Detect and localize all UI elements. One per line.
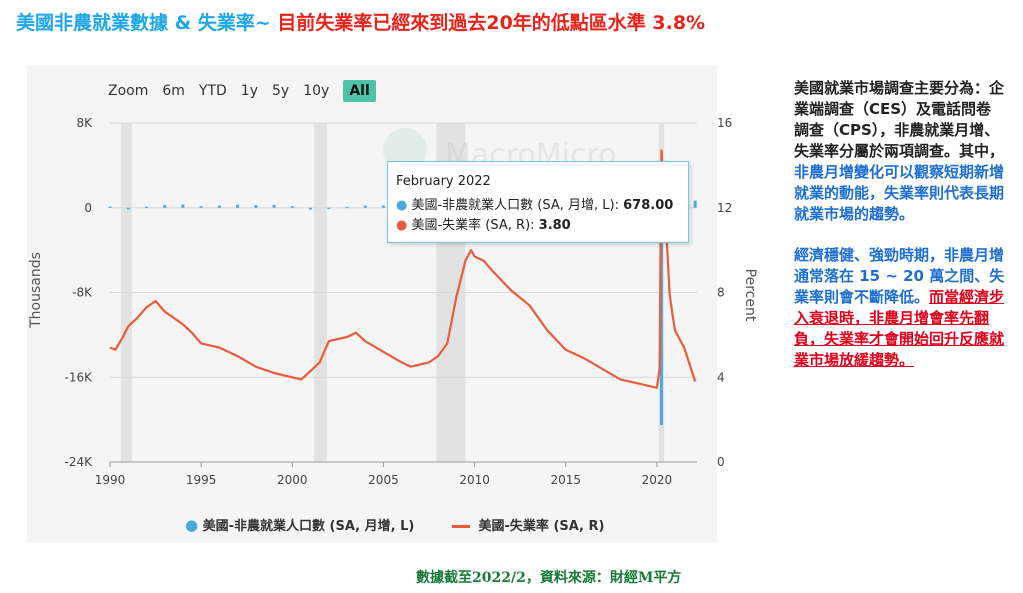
tooltip-dot-2-icon: ● <box>396 218 408 233</box>
nonfarm-bar <box>381 205 385 208</box>
headline-part2: 目前失業率已經來到過去20年的低點區水準 3.8% <box>277 12 706 34</box>
tooltip-label-2: 美國-失業率 (SA, R): <box>411 218 539 233</box>
side-commentary: 美國就業市場調查主要分為：企業端調查（CES）及電話問卷調查（CPS），非農就業… <box>794 78 1006 391</box>
side-p2-red: 而當經濟步入衰退時，非農月增會率先翻負，失業率才會開始回升反應就業市場放緩趨勢。 <box>794 288 1005 369</box>
x-tick-label: 2015 <box>550 473 581 487</box>
source-note: 數據截至2022/2，資料來源：財經M平方 <box>416 570 682 586</box>
nonfarm-bar <box>108 206 112 208</box>
nonfarm-bar <box>363 205 367 208</box>
left-axis-label: Thousands <box>28 252 44 329</box>
series-unemployment-line <box>109 149 697 389</box>
nonfarm-bar <box>693 200 697 208</box>
side-paragraph-1: 美國就業市場調查主要分為：企業端調查（CES）及電話問卷調查（CPS），非農就業… <box>794 78 1006 225</box>
range-button-5y[interactable]: 5y <box>272 83 290 99</box>
right-tick-label: 8 <box>717 286 725 300</box>
range-button-6m[interactable]: 6m <box>162 83 185 99</box>
side-p2-blue: 經濟穩健、強勁時期，非農月增通常落在 15 ~ 20 萬之間、失業率則會不斷降低… <box>794 246 1005 306</box>
nonfarm-bar <box>217 205 221 208</box>
x-tick-label: 2000 <box>277 473 308 487</box>
side-p1-blue: 非農月增變化可以觀察短期新增就業的動能，失業率則代表長期就業市場的趨勢。 <box>794 163 1005 223</box>
nonfarm-bar <box>181 204 185 208</box>
nonfarm-bar <box>345 206 349 209</box>
left-tick-label: 0 <box>84 201 92 215</box>
nonfarm-bar <box>163 205 167 208</box>
left-tick-label: -16K <box>65 370 94 384</box>
page-headline: 美國非農就業數據 & 失業率~ 目前失業率已經來到過去20年的低點區水準 3.8… <box>16 8 705 35</box>
nonfarm-bar <box>327 207 331 209</box>
headline-part1: 美國非農就業數據 & 失業率~ <box>16 12 278 34</box>
chart-tooltip: February 2022 ● 美國-非農就業人口數 (SA, 月增, L): … <box>387 161 689 243</box>
nonfarm-bar <box>290 206 294 208</box>
unemployment-line <box>109 149 697 389</box>
tooltip-row-1: ● 美國-非農就業人口數 (SA, 月增, L): 678.00 <box>396 194 673 213</box>
legend-label-nonfarm: 美國-非農就業人口數 (SA, 月增, L) <box>202 519 415 534</box>
zoom-label: Zoom <box>108 83 149 99</box>
side-paragraph-2: 經濟穩健、強勁時期，非農月增通常落在 15 ~ 20 萬之間、失業率則會不斷降低… <box>794 245 1006 371</box>
range-selector: Zoom 6m YTD 1y 5y 10y All <box>108 80 390 102</box>
tooltip-label-1: 美國-非農就業人口數 (SA, 月增, L): <box>411 198 624 213</box>
side-p1-normal: 美國就業市場調查主要分為：企業端調查（CES）及電話問卷調查（CPS），非農就業… <box>794 79 1005 160</box>
right-axis-label: Percent <box>742 269 758 322</box>
legend-label-unemployment: 美國-失業率 (SA, R) <box>478 519 605 534</box>
legend-item-nonfarm[interactable]: ● 美國-非農就業人口數 (SA, 月增, L) <box>185 515 414 534</box>
right-tick-label: 16 <box>717 116 732 130</box>
x-tick-label: 2010 <box>459 473 490 487</box>
nonfarm-bar <box>272 204 276 208</box>
x-axis: 1990 1995 2000 2005 2010 2015 2020 <box>95 461 697 487</box>
x-tick-label: 1990 <box>95 473 126 487</box>
legend-line-icon <box>452 525 470 528</box>
right-tick-label: 0 <box>717 455 725 469</box>
legend-item-unemployment[interactable]: 美國-失業率 (SA, R) <box>452 515 604 534</box>
nonfarm-bar <box>254 205 258 208</box>
range-button-all[interactable]: All <box>343 80 376 102</box>
x-tick-label: 2020 <box>642 473 673 487</box>
nonfarm-bar <box>126 207 130 210</box>
x-tick-label: 1995 <box>186 473 217 487</box>
nonfarm-bar <box>199 206 203 208</box>
left-axis: 8K 0 -8K -16K -24K <box>65 116 94 469</box>
right-tick-label: 4 <box>717 370 725 384</box>
x-tick-label: 2005 <box>368 473 399 487</box>
left-tick-label: 8K <box>76 116 93 130</box>
right-tick-label: 12 <box>717 201 732 215</box>
chart-panel <box>27 65 717 543</box>
nonfarm-bar <box>659 207 663 425</box>
left-tick-label: -8K <box>72 286 93 300</box>
nonfarm-bar <box>309 207 313 210</box>
range-button-ytd[interactable]: YTD <box>198 83 227 99</box>
right-axis: 16 12 8 4 0 <box>717 116 732 469</box>
tooltip-value-1: 678.00 <box>623 198 674 213</box>
tooltip-value-2: 3.80 <box>538 218 571 233</box>
legend-dot-icon: ● <box>185 516 199 534</box>
nonfarm-bar <box>144 206 148 208</box>
range-button-1y[interactable]: 1y <box>240 83 258 99</box>
range-button-10y[interactable]: 10y <box>303 83 330 99</box>
nonfarm-bar <box>236 204 240 208</box>
left-tick-label: -24K <box>65 455 94 469</box>
tooltip-dot-1-icon: ● <box>396 198 408 213</box>
tooltip-row-2: ● 美國-失業率 (SA, R): 3.80 <box>396 214 571 233</box>
tooltip-date: February 2022 <box>396 174 491 189</box>
